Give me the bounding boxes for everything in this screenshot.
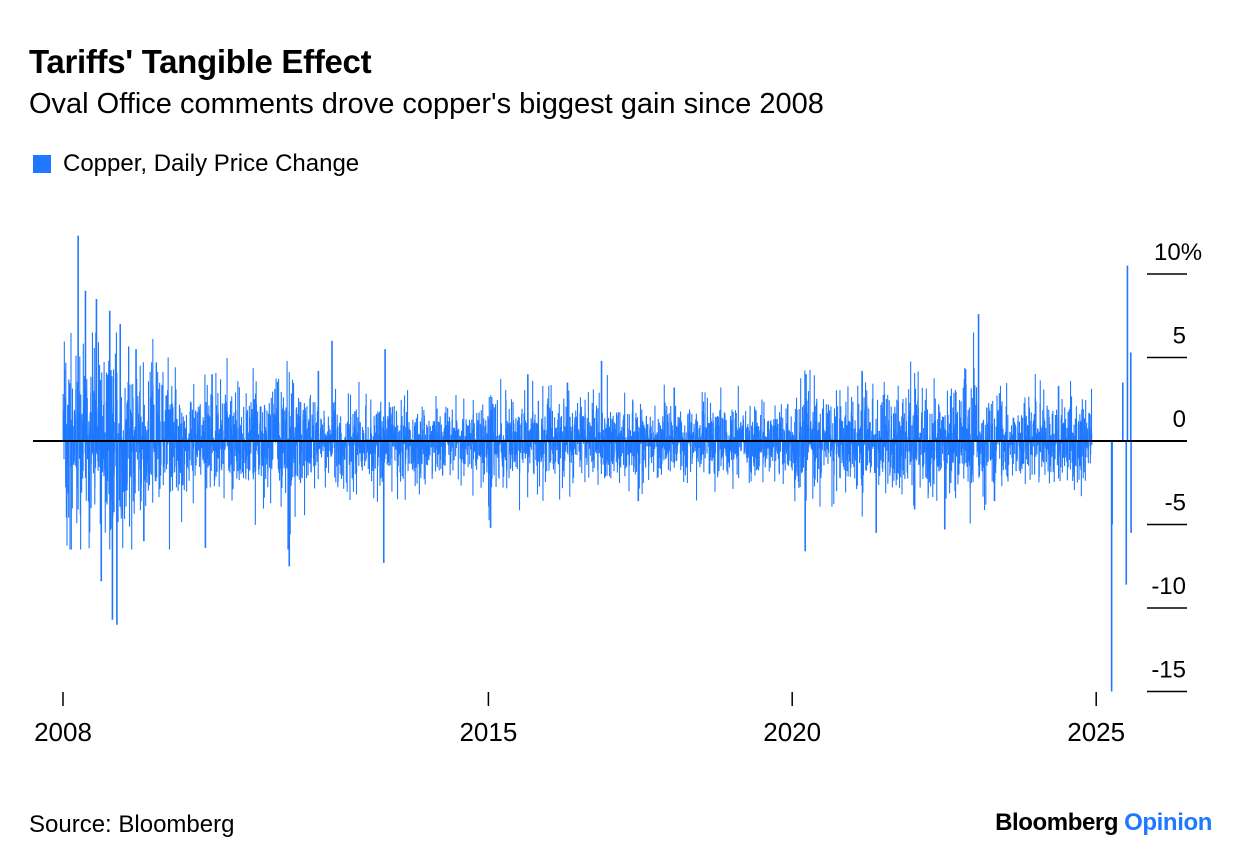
brand-logo: Bloomberg Opinion bbox=[995, 808, 1212, 838]
x-tick-label: 2025 bbox=[1067, 717, 1125, 747]
y-tick-label: 10% bbox=[1154, 239, 1202, 266]
chart-axes: 10% 5 0 -5 -10 -15 2008 2015 2020 2025 bbox=[33, 239, 1202, 747]
y-tick-label: 0 bbox=[1173, 406, 1186, 433]
brand-bloomberg: Bloomberg bbox=[995, 809, 1119, 836]
legend-label-copper: Copper, Daily Price Change bbox=[63, 150, 360, 177]
x-tick-label: 2008 bbox=[34, 717, 92, 747]
y-tick-label: -10 bbox=[1151, 573, 1186, 600]
source-note: Source: Bloomberg bbox=[29, 811, 235, 838]
x-tick-label: 2020 bbox=[763, 717, 821, 747]
chart-subtitle: Oval Office comments drove copper's bigg… bbox=[29, 88, 824, 120]
legend-swatch-copper bbox=[33, 155, 51, 173]
y-tick-label: -15 bbox=[1151, 657, 1186, 684]
brand-opinion: Opinion bbox=[1124, 809, 1212, 836]
x-tick-label: 2015 bbox=[459, 717, 517, 747]
chart-title: Tariffs' Tangible Effect bbox=[29, 43, 372, 80]
daily-change-bars bbox=[62, 235, 1132, 692]
chart-legend: Copper, Daily Price Change bbox=[33, 148, 359, 180]
y-tick-label: 5 bbox=[1173, 323, 1186, 350]
y-tick-label: -5 bbox=[1165, 490, 1186, 517]
